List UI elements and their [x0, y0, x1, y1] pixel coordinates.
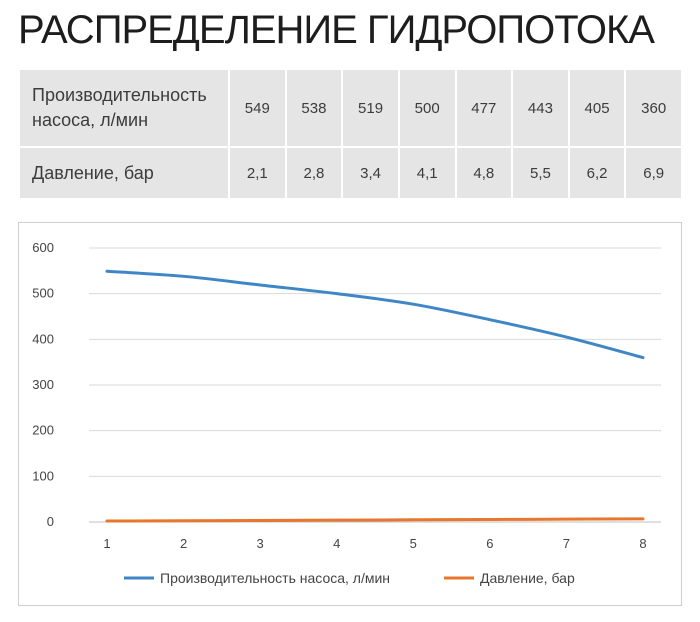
- table-cell: 6,9: [626, 148, 681, 198]
- table-row-pump-output: Производительность насоса, л/мин 549 538 …: [20, 70, 681, 146]
- x-tick-label: 5: [410, 536, 417, 551]
- legend-label: Давление, бар: [480, 570, 575, 586]
- data-table: Производительность насоса, л/мин 549 538 …: [18, 68, 683, 200]
- x-tick-label: 7: [563, 536, 570, 551]
- y-tick-label: 0: [47, 514, 54, 529]
- table-cell: 4,1: [399, 148, 455, 198]
- table-cell: 405: [569, 70, 625, 146]
- x-tick-label: 1: [103, 536, 110, 551]
- series-line-2: [105, 517, 645, 523]
- legend-label: Производительность насоса, л/мин: [160, 570, 390, 586]
- chart-svg: 0 100 200 300 400 500 600 1 2 3 4 5 6 7 8 Производитель…: [32, 240, 661, 586]
- series-line-1: [105, 269, 645, 360]
- page-title: РАСПРЕДЕЛЕНИЕ ГИДРОПОТОКА: [18, 8, 655, 52]
- x-tick-label: 4: [333, 536, 340, 551]
- x-tick-label: 3: [257, 536, 264, 551]
- row-header-pressure: Давление, бар: [20, 148, 228, 198]
- row-header-line2: насоса, л/мин: [32, 110, 149, 130]
- y-tick-label: 500: [32, 286, 54, 301]
- table-cell: 477: [456, 70, 512, 146]
- table-cell: 500: [399, 70, 455, 146]
- table-cell: 443: [513, 70, 568, 146]
- y-tick-label: 600: [32, 240, 54, 255]
- table-row-pressure: Давление, бар 2,1 2,8 3,4 4,1 4,8 5,5 6,…: [20, 148, 681, 198]
- x-tick-label: 2: [180, 536, 187, 551]
- y-tick-label: 200: [32, 423, 54, 438]
- row-header-line1: Производительность: [32, 85, 207, 105]
- table-cell: 519: [343, 70, 398, 146]
- x-tick-label: 8: [639, 536, 646, 551]
- table-cell: 3,4: [343, 148, 398, 198]
- y-tick-label: 100: [32, 468, 54, 483]
- y-tick-label: 300: [32, 377, 54, 392]
- table-cell: 2,1: [230, 148, 285, 198]
- x-tick-label: 6: [486, 536, 493, 551]
- table-cell: 4,8: [456, 148, 512, 198]
- table-cell: 538: [286, 70, 342, 146]
- table-cell: 549: [230, 70, 285, 146]
- row-header-pump-output: Производительность насоса, л/мин: [20, 70, 228, 146]
- table-cell: 6,2: [569, 148, 625, 198]
- line-chart: 0 100 200 300 400 500 600 1 2 3 4 5 6 7 8 Производитель…: [18, 222, 682, 606]
- y-tick-label: 400: [32, 331, 54, 346]
- table-cell: 360: [626, 70, 681, 146]
- table-cell: 5,5: [513, 148, 568, 198]
- table-cell: 2,8: [286, 148, 342, 198]
